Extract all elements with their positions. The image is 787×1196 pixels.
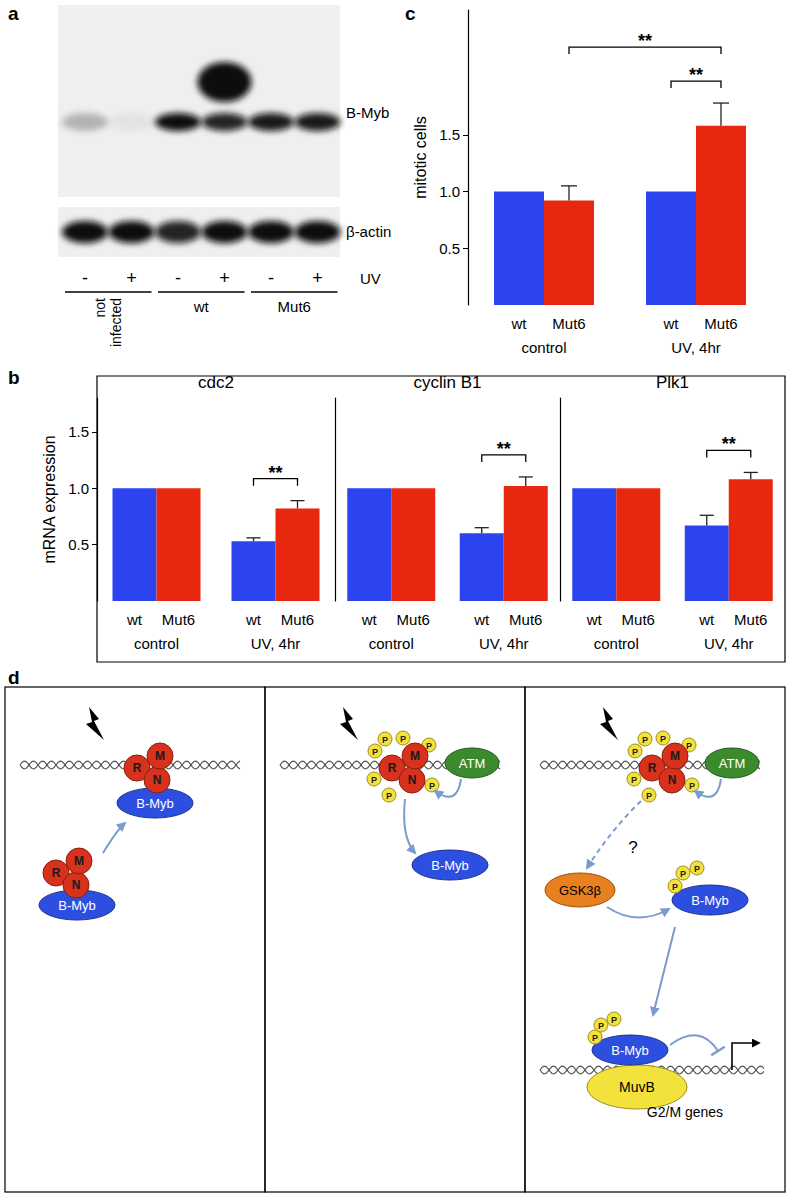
svg-text:c: c [405, 3, 416, 24]
svg-text:P: P [598, 1021, 604, 1031]
svg-text:P: P [680, 869, 686, 879]
svg-text:Mut6: Mut6 [509, 611, 542, 628]
svg-text:B-Myb: B-Myb [431, 858, 469, 873]
svg-text:β-actin: β-actin [346, 223, 391, 240]
svg-text:wt: wt [663, 315, 680, 332]
svg-text:R: R [648, 761, 657, 775]
svg-text:1.0: 1.0 [68, 480, 89, 497]
svg-text:Mut6: Mut6 [622, 611, 655, 628]
svg-text:P: P [400, 734, 406, 744]
svg-text:**: ** [497, 439, 511, 459]
svg-text:M: M [155, 749, 165, 763]
svg-text:wt: wt [586, 611, 603, 628]
svg-text:P: P [611, 1015, 617, 1025]
svg-text:P: P [386, 791, 392, 801]
svg-text:wt: wt [193, 298, 210, 315]
svg-text:P: P [632, 747, 638, 757]
svg-text:UV, 4hr: UV, 4hr [251, 635, 300, 652]
svg-text:M: M [670, 749, 680, 763]
svg-text:**: ** [268, 463, 282, 483]
svg-text:ATM: ATM [719, 756, 745, 771]
svg-text:P: P [689, 781, 695, 791]
svg-text:Mut6: Mut6 [552, 315, 585, 332]
svg-text:ATM: ATM [459, 756, 485, 771]
svg-text:P: P [686, 741, 692, 751]
svg-text:B-Myb: B-Myb [691, 893, 729, 908]
svg-text:wt: wt [126, 611, 143, 628]
svg-text:GSK3β: GSK3β [559, 883, 601, 898]
svg-text:0.5: 0.5 [439, 240, 460, 257]
svg-text:wt: wt [511, 315, 528, 332]
svg-text:0.5: 0.5 [68, 536, 89, 553]
svg-text:R: R [388, 761, 397, 775]
svg-text:B-Myb: B-Myb [346, 104, 389, 121]
svg-text:N: N [72, 878, 81, 892]
svg-text:+: + [126, 268, 137, 288]
svg-text:P: P [660, 734, 666, 744]
svg-text:control: control [521, 339, 566, 356]
svg-text:1.5: 1.5 [439, 126, 460, 143]
svg-text:P: P [382, 735, 388, 745]
svg-text:a: a [8, 3, 19, 24]
svg-text:P: P [646, 791, 652, 801]
svg-text:control: control [134, 635, 179, 652]
svg-text:R: R [133, 761, 142, 775]
svg-text:P: P [694, 864, 700, 874]
svg-text:**: ** [722, 434, 736, 454]
svg-text:P: P [592, 1033, 598, 1043]
svg-text:wt: wt [698, 611, 715, 628]
svg-text:P: P [371, 775, 377, 785]
svg-text:control: control [594, 635, 639, 652]
svg-text:UV, 4hr: UV, 4hr [671, 339, 720, 356]
svg-text:P: P [429, 781, 435, 791]
svg-text:P: P [672, 882, 678, 892]
svg-text:cyclin B1: cyclin B1 [413, 373, 481, 392]
svg-text:wt: wt [245, 611, 262, 628]
svg-text:wt: wt [361, 611, 378, 628]
svg-text:control: control [369, 635, 414, 652]
svg-text:Mut6: Mut6 [281, 611, 314, 628]
svg-text:-: - [268, 268, 274, 288]
svg-text:P: P [642, 735, 648, 745]
svg-text:Mut6: Mut6 [734, 611, 767, 628]
svg-text:UV, 4hr: UV, 4hr [704, 635, 753, 652]
svg-text:cdc2: cdc2 [198, 373, 234, 392]
svg-text:UV: UV [360, 270, 381, 287]
svg-text:UV, 4hr: UV, 4hr [479, 635, 528, 652]
svg-text:wt: wt [473, 611, 490, 628]
svg-text:mitotic cells: mitotic cells [412, 116, 429, 199]
svg-text:**: ** [689, 65, 703, 85]
svg-text:MuvB: MuvB [619, 1079, 655, 1095]
svg-text:P: P [426, 741, 432, 751]
svg-text:d: d [8, 667, 20, 688]
svg-text:-: - [82, 268, 88, 288]
svg-text:1.0: 1.0 [439, 183, 460, 200]
svg-text:M: M [410, 749, 420, 763]
svg-text:-: - [175, 268, 181, 288]
svg-text:Mut6: Mut6 [397, 611, 430, 628]
svg-text:notinfected: notinfected [92, 298, 124, 347]
svg-text:M: M [74, 854, 84, 868]
svg-text:P: P [631, 775, 637, 785]
svg-text:R: R [52, 866, 61, 880]
svg-text:Plk1: Plk1 [656, 373, 689, 392]
svg-text:P: P [372, 747, 378, 757]
svg-text:mRNA expression: mRNA expression [41, 435, 58, 563]
svg-text:N: N [668, 773, 677, 787]
svg-text:Mut6: Mut6 [704, 315, 737, 332]
svg-text:**: ** [638, 31, 652, 51]
svg-text:b: b [8, 367, 20, 388]
svg-text:+: + [312, 268, 323, 288]
svg-text:N: N [408, 773, 417, 787]
svg-text:Mut6: Mut6 [278, 298, 311, 315]
svg-text:B-Myb: B-Myb [58, 898, 96, 913]
svg-text:B-Myb: B-Myb [136, 796, 174, 811]
svg-text:?: ? [628, 838, 637, 857]
svg-text:B-Myb: B-Myb [611, 1043, 649, 1058]
svg-text:G2/M genes: G2/M genes [647, 1104, 723, 1120]
svg-text:+: + [219, 268, 230, 288]
svg-text:Mut6: Mut6 [162, 611, 195, 628]
svg-text:1.5: 1.5 [68, 423, 89, 440]
svg-text:N: N [153, 773, 162, 787]
